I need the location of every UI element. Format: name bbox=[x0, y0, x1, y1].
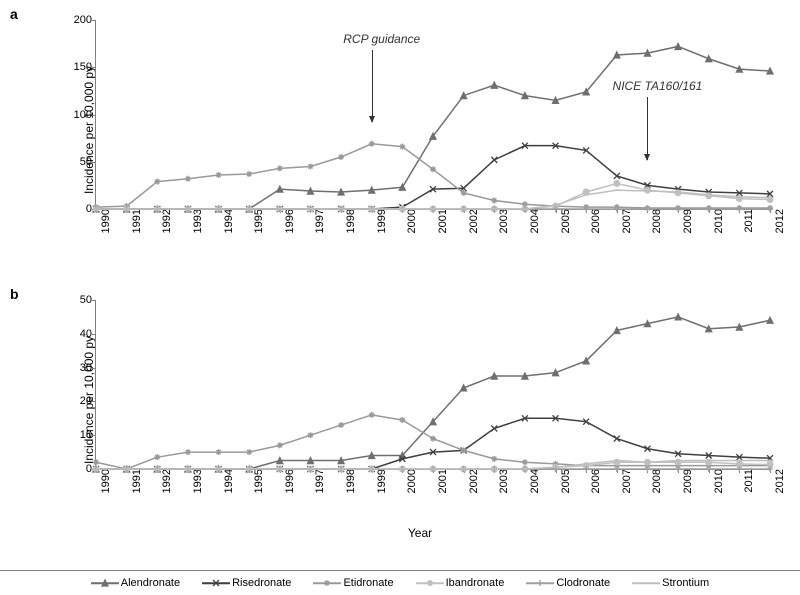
legend-label: Ibandronate bbox=[446, 577, 505, 589]
x-tick-label: 2001 bbox=[433, 469, 449, 493]
x-tick-label: 2005 bbox=[556, 209, 572, 233]
x-tick-label: 2009 bbox=[678, 209, 694, 233]
x-tick-label: 2006 bbox=[586, 209, 602, 233]
legend-label: Strontium bbox=[662, 577, 709, 589]
legend-item-risedronate: Risedronate bbox=[202, 577, 291, 589]
x-tick-label: 2011 bbox=[739, 209, 755, 233]
x-tick-label: 2003 bbox=[494, 209, 510, 233]
annotation-arrow bbox=[647, 97, 648, 159]
x-tick-label: 2000 bbox=[402, 209, 418, 233]
panel-b: Incidence per 10,000 py 0102030405019901… bbox=[60, 290, 780, 510]
x-tick-label: 1992 bbox=[157, 469, 173, 493]
x-tick-label: 2011 bbox=[739, 469, 755, 493]
plot-area-b: 0102030405019901991199219931994199519961… bbox=[95, 300, 770, 470]
x-tick-label: 2010 bbox=[709, 209, 725, 233]
legend-item-strontium: Strontium bbox=[632, 577, 709, 589]
panel-a: Incidence per 10,000 py 0501001502001990… bbox=[60, 10, 780, 250]
x-axis-label: Year bbox=[408, 526, 432, 540]
figure: a Incidence per 10,000 py 05010015020019… bbox=[0, 0, 800, 595]
x-tick-label: 2012 bbox=[770, 469, 786, 493]
legend-item-etidronate: Etidronate bbox=[313, 577, 393, 589]
x-tick-label: 1999 bbox=[372, 469, 388, 493]
x-tick-label: 1996 bbox=[280, 469, 296, 493]
x-tick-label: 1998 bbox=[341, 209, 357, 233]
x-tick-label: 2009 bbox=[678, 469, 694, 493]
x-tick-label: 1993 bbox=[188, 209, 204, 233]
x-tick-label: 1992 bbox=[157, 209, 173, 233]
series-line-etidronate bbox=[96, 144, 770, 208]
legend-label: Alendronate bbox=[121, 577, 180, 589]
annotation-arrow bbox=[372, 50, 373, 122]
legend-label: Risedronate bbox=[232, 577, 291, 589]
annotation-text: NICE TA160/161 bbox=[597, 79, 717, 93]
x-tick-label: 2008 bbox=[647, 209, 663, 233]
x-tick-label: 1991 bbox=[127, 469, 143, 493]
panel-a-label: a bbox=[10, 6, 18, 22]
x-tick-label: 1990 bbox=[96, 209, 112, 233]
legend-item-clodronate: Clodronate bbox=[526, 577, 610, 589]
x-tick-label: 2012 bbox=[770, 209, 786, 233]
x-tick-label: 1995 bbox=[249, 469, 265, 493]
x-tick-label: 1998 bbox=[341, 469, 357, 493]
series-line-alendronate bbox=[96, 46, 770, 209]
plot-area-a: 0501001502001990199119921993199419951996… bbox=[95, 20, 770, 210]
annotation-text: RCP guidance bbox=[322, 32, 442, 46]
panel-b-label: b bbox=[10, 286, 19, 302]
series-line-alendronate bbox=[96, 317, 770, 469]
x-tick-label: 2001 bbox=[433, 209, 449, 233]
x-tick-label: 2002 bbox=[464, 209, 480, 233]
x-tick-label: 2004 bbox=[525, 469, 541, 493]
x-tick-label: 1994 bbox=[219, 469, 235, 493]
legend: Alendronate Risedronate Etidronate Ibandron… bbox=[0, 570, 800, 589]
x-tick-label: 2003 bbox=[494, 469, 510, 493]
x-tick-label: 2007 bbox=[617, 209, 633, 233]
x-tick-label: 2005 bbox=[556, 469, 572, 493]
x-tick-label: 2007 bbox=[617, 469, 633, 493]
legend-item-ibandronate: Ibandronate bbox=[416, 577, 505, 589]
legend-label: Etidronate bbox=[343, 577, 393, 589]
x-tick-label: 2004 bbox=[525, 209, 541, 233]
x-tick-label: 2008 bbox=[647, 469, 663, 493]
x-tick-label: 2000 bbox=[402, 469, 418, 493]
panel-a-ylabel: Incidence per 10,000 py bbox=[82, 66, 96, 194]
x-tick-label: 1995 bbox=[249, 209, 265, 233]
legend-item-alendronate: Alendronate bbox=[91, 577, 180, 589]
x-tick-label: 2002 bbox=[464, 469, 480, 493]
x-tick-label: 1991 bbox=[127, 209, 143, 233]
x-tick-label: 1990 bbox=[96, 469, 112, 493]
legend-label: Clodronate bbox=[556, 577, 610, 589]
x-tick-label: 1999 bbox=[372, 209, 388, 233]
x-tick-label: 1997 bbox=[310, 469, 326, 493]
x-tick-label: 1993 bbox=[188, 469, 204, 493]
x-tick-label: 2010 bbox=[709, 469, 725, 493]
x-tick-label: 1994 bbox=[219, 209, 235, 233]
x-tick-label: 2006 bbox=[586, 469, 602, 493]
x-tick-label: 1997 bbox=[310, 209, 326, 233]
x-tick-label: 1996 bbox=[280, 209, 296, 233]
